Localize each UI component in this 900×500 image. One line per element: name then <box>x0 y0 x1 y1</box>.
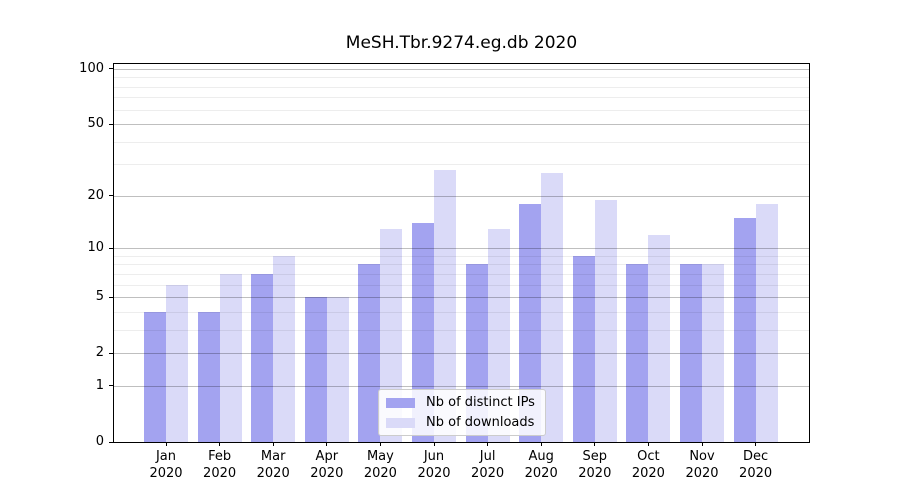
bar-distinct-ips <box>572 255 595 442</box>
x-tick-label: Apr 2020 <box>310 449 344 481</box>
major-gridline <box>114 124 809 126</box>
x-tick-mark <box>540 442 542 446</box>
bar-distinct-ips <box>733 217 756 442</box>
minor-gridline <box>114 97 809 99</box>
minor-gridline <box>114 86 809 88</box>
x-tick-label: May 2020 <box>363 449 397 481</box>
minor-gridline <box>114 284 809 286</box>
y-tick-label: 0 <box>95 434 104 449</box>
bar-downloads <box>755 204 778 442</box>
bar-downloads <box>380 228 403 442</box>
minor-gridline <box>114 255 809 257</box>
y-tick-label: 20 <box>87 187 104 203</box>
chart-title: MeSH.Tbr.9274.eg.db 2020 <box>345 33 578 53</box>
x-tick-label: Nov 2020 <box>685 449 719 481</box>
x-tick-mark <box>647 442 649 446</box>
minor-gridline <box>114 264 809 266</box>
major-gridline <box>114 68 809 70</box>
x-tick-mark <box>594 442 596 446</box>
y-tick-mark <box>109 441 113 443</box>
y-tick-label: 100 <box>79 61 104 76</box>
major-gridline <box>114 297 809 299</box>
y-tick-label: 5 <box>95 289 104 305</box>
x-tick-mark <box>755 442 757 446</box>
legend-swatch-distinct-ips <box>386 397 415 408</box>
minor-gridline <box>114 141 809 143</box>
x-tick-mark <box>165 442 167 446</box>
y-tick-label: 10 <box>87 240 104 256</box>
x-tick-label: Jan 2020 <box>149 449 183 481</box>
legend-swatch-downloads <box>386 417 415 428</box>
bar-downloads <box>648 234 671 442</box>
major-gridline <box>114 353 809 355</box>
x-tick-label: Dec 2020 <box>739 449 773 481</box>
plot-content: Nb of distinct IPs Nb of downloads 0 1 2 5 1… <box>79 61 809 481</box>
major-gridline <box>114 248 809 250</box>
x-tick-label: Mar 2020 <box>256 449 290 481</box>
minor-gridline <box>114 273 809 275</box>
minor-gridline <box>114 311 809 313</box>
x-tick-mark <box>487 442 489 446</box>
legend-label-distinct-ips: Nb of distinct IPs <box>426 395 535 410</box>
x-tick-label: Jul 2020 <box>471 449 505 481</box>
bar-downloads <box>219 273 242 442</box>
bar-downloads <box>541 172 564 442</box>
y-tick-mark <box>109 123 113 125</box>
minor-gridline <box>114 109 809 111</box>
y-tick-mark <box>109 247 113 249</box>
y-tick-mark <box>109 352 113 354</box>
legend: Nb of distinct IPs Nb of downloads <box>378 389 546 436</box>
minor-gridline <box>114 164 809 166</box>
x-tick-mark <box>272 442 274 446</box>
y-tick-label: 50 <box>87 116 104 132</box>
plot-area: Nb of distinct IPs Nb of downloads 0 1 2 5 1… <box>79 61 810 481</box>
x-tick-mark <box>219 442 221 446</box>
bar-distinct-ips <box>358 264 381 442</box>
x-tick-label: Jun 2020 <box>417 449 451 481</box>
y-tick-label: 1 <box>95 377 104 393</box>
bar-distinct-ips <box>251 273 274 442</box>
y-tick-label: 2 <box>95 345 104 361</box>
bar-distinct-ips <box>412 223 434 442</box>
x-tick-label: Aug 2020 <box>524 449 558 481</box>
y-tick-mark <box>109 385 113 387</box>
minor-gridline <box>114 329 809 331</box>
major-gridline <box>114 385 809 387</box>
bar-distinct-ips <box>519 204 542 442</box>
bar-downloads <box>434 169 456 442</box>
x-tick-mark <box>433 442 435 446</box>
legend-item-downloads: Nb of downloads <box>386 414 545 431</box>
y-tick-mark <box>109 296 113 298</box>
x-tick-label: Sep 2020 <box>578 449 612 481</box>
bar-distinct-ips <box>626 264 649 442</box>
bar-downloads <box>273 255 296 442</box>
legend-label-downloads: Nb of downloads <box>426 415 535 430</box>
major-gridline <box>114 195 809 197</box>
bar-downloads <box>166 284 188 442</box>
bar-downloads <box>326 297 349 442</box>
bar-downloads <box>594 199 617 442</box>
bar-distinct-ips <box>304 297 327 442</box>
bar-distinct-ips <box>197 311 220 442</box>
bar-distinct-ips <box>680 264 702 442</box>
x-tick-mark <box>379 442 381 446</box>
x-tick-label: Feb 2020 <box>203 449 237 481</box>
x-tick-mark <box>701 442 703 446</box>
bar-distinct-ips <box>144 311 166 442</box>
y-tick-mark <box>109 68 113 70</box>
legend-item-distinct-ips: Nb of distinct IPs <box>386 394 545 411</box>
bar-downloads <box>702 264 724 442</box>
x-tick-label: Oct 2020 <box>631 449 665 481</box>
minor-gridline <box>114 77 809 79</box>
bar-downloads <box>487 228 510 442</box>
x-tick-mark <box>326 442 328 446</box>
y-tick-mark <box>109 195 113 197</box>
